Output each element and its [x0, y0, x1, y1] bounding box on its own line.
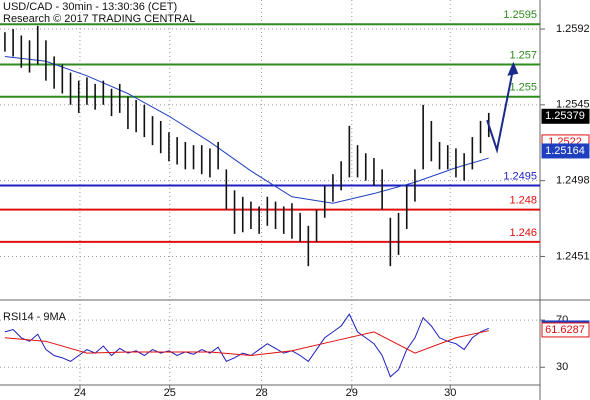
y-tick-label: 1.2592	[556, 23, 590, 35]
x-tick-label: 24	[74, 387, 86, 399]
arrow-head	[507, 61, 519, 76]
level-label: 1.257	[509, 49, 537, 61]
y-tick-label: 1.2545	[556, 99, 590, 111]
price-marker-label: 1.25164	[545, 145, 585, 157]
price-marker	[541, 322, 590, 338]
price-marker-label: 1.25379	[545, 110, 585, 122]
chart-subtitle: Research © 2017 TRADING CENTRAL	[3, 13, 196, 25]
level-label: 1.2595	[503, 9, 537, 21]
level-label: 1.255	[509, 82, 537, 94]
level-label: 1.246	[509, 227, 537, 239]
forecast-arrow	[486, 67, 515, 154]
x-tick-label: 25	[164, 387, 176, 399]
rsi-title: RSI14 - 9MA	[3, 311, 67, 323]
level-label: 1.248	[509, 195, 537, 207]
x-tick-label: 30	[444, 387, 456, 399]
x-tick-label: 29	[346, 387, 358, 399]
y-tick-label: 30	[556, 361, 568, 373]
price-marker-label: 61.6287	[545, 324, 585, 336]
x-tick-label: 28	[255, 387, 267, 399]
level-label: 1.2495	[503, 170, 537, 182]
rsi-line	[4, 313, 489, 378]
chart-title: USD/CAD - 30min - 13:30:36 (CET)	[3, 1, 177, 13]
y-tick-label: 1.2451	[556, 250, 590, 262]
price-marker	[541, 108, 590, 124]
y-tick-label: 1.2498	[556, 175, 590, 187]
price-marker	[541, 143, 590, 159]
rsi-ma-line	[4, 330, 489, 356]
